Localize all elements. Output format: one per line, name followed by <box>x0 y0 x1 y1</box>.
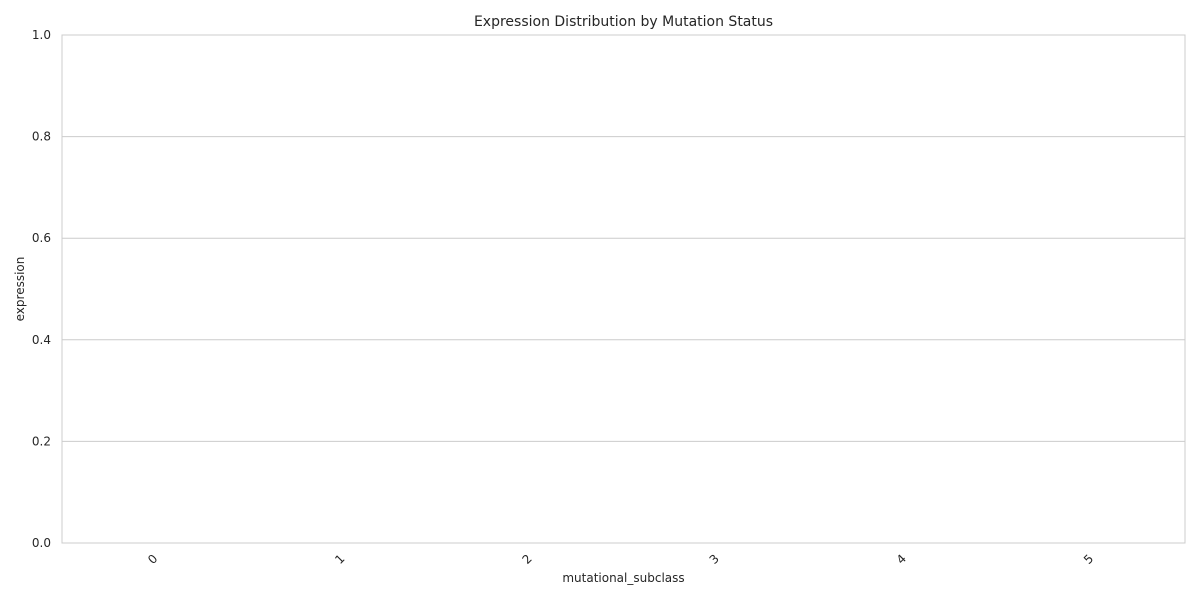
y-axis-label: expression <box>13 257 27 322</box>
y-tick-label: 0.4 <box>32 333 51 347</box>
x-tick-label: 4 <box>894 552 909 567</box>
y-tick-label: 0.8 <box>32 130 51 144</box>
y-tick-label: 0.0 <box>32 536 51 550</box>
x-tick-layer: 0 1 2 3 4 5 <box>145 552 1096 567</box>
chart-title: Expression Distribution by Mutation Stat… <box>474 14 773 30</box>
plot-frame <box>61 34 1186 544</box>
y-tick-layer: 0.0 0.2 0.4 0.6 0.8 1.0 <box>32 28 51 550</box>
x-tick-label: 5 <box>1081 552 1096 567</box>
y-tick-label: 0.6 <box>32 231 51 245</box>
x-tick-label: 1 <box>332 552 347 567</box>
grid-layer <box>62 136 1185 442</box>
x-tick-label: 0 <box>145 552 160 567</box>
x-tick-label: 3 <box>707 552 722 567</box>
x-tick-label: 2 <box>519 552 534 567</box>
x-axis-label: mutational_subclass <box>562 571 684 585</box>
y-tick-label: 1.0 <box>32 28 51 42</box>
y-tick-label: 0.2 <box>32 434 51 448</box>
